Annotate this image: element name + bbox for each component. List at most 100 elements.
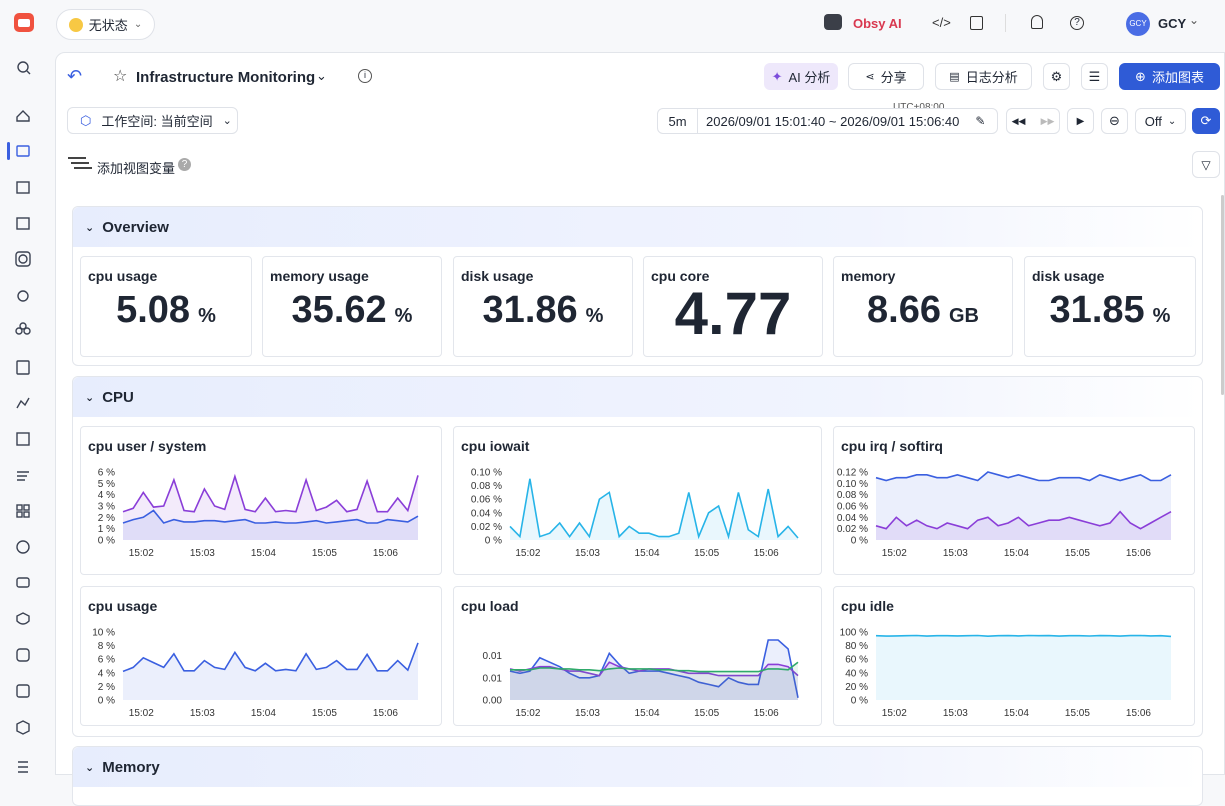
series-line xyxy=(122,473,419,513)
chart: 0 % 20 % 40 % 60 % 80 % 100 % 15:02 15:03 15:04 1… xyxy=(840,628,1172,719)
y-tick-label: 0.08 % xyxy=(837,490,868,501)
x-tick-label: 15:04 xyxy=(251,548,276,559)
section-title: Overview xyxy=(102,218,169,236)
options-button[interactable]: ☰ xyxy=(1081,63,1108,90)
stat-title: cpu usage xyxy=(88,268,158,284)
x-tick-label: 15:05 xyxy=(312,548,337,559)
y-tick-label: 6 % xyxy=(98,468,115,479)
y-tick-label: 2 % xyxy=(98,682,115,693)
y-tick-label: 60 % xyxy=(845,655,868,666)
workspace-select[interactable]: ⬡ 工作空间: 当前空间 ⌄ xyxy=(67,107,238,134)
series-line xyxy=(122,642,419,673)
x-tick-label: 15:03 xyxy=(575,708,600,719)
refresh-select[interactable]: Off ⌄ xyxy=(1135,108,1186,134)
help-icon[interactable]: ? xyxy=(1070,16,1084,30)
section-title: Memory xyxy=(102,758,160,776)
stat-title: memory usage xyxy=(270,268,369,284)
page: 无状态 ⌄ Obsy AI </> ? GCY GCY ⌄ ↶ ☆ Infrast… xyxy=(7,9,1225,806)
series-line xyxy=(875,510,1172,530)
y-tick-label: 0.02 % xyxy=(837,524,868,535)
stat-value: 4.77 xyxy=(644,279,822,348)
memory-section: ⌄ Memory xyxy=(72,746,1203,806)
x-tick-label: 15:02 xyxy=(129,708,154,719)
x-tick-label: 15:06 xyxy=(373,708,398,719)
code-icon[interactable]: </> xyxy=(932,15,951,30)
y-tick-label: 0 % xyxy=(851,696,868,707)
y-tick-label: 8 % xyxy=(98,641,115,652)
step-buttons[interactable]: ◀◀ ▶▶ xyxy=(1006,108,1060,134)
y-tick-label: 0.06 % xyxy=(837,502,868,513)
section-header[interactable]: ⌄ Overview xyxy=(73,207,1202,247)
y-tick-label: 0.00 xyxy=(483,696,503,707)
x-tick-label: 15:02 xyxy=(882,708,907,719)
star-button[interactable]: ☆ xyxy=(113,68,128,85)
chart-title: cpu idle xyxy=(841,598,894,614)
share-button[interactable]: ⋖ 分享 xyxy=(848,63,924,90)
x-tick-label: 15:03 xyxy=(943,548,968,559)
x-tick-label: 15:06 xyxy=(1126,708,1151,719)
y-tick-label: 4 % xyxy=(98,668,115,679)
x-tick-label: 15:02 xyxy=(882,548,907,559)
x-tick-label: 15:06 xyxy=(373,548,398,559)
x-tick-label: 15:04 xyxy=(1004,708,1029,719)
refresh-button[interactable]: ⟳ xyxy=(1192,108,1220,134)
range-button[interactable]: 5m xyxy=(657,108,698,134)
series-line xyxy=(875,634,1172,638)
overview-section: ⌄ Overview xyxy=(72,206,1203,366)
series-line xyxy=(509,478,799,540)
stat-unit: % xyxy=(1152,305,1171,327)
chart-panel: cpu irq / softirq 0 % 0.02 % 0.04 % 0.06 % 0.… xyxy=(833,426,1195,575)
variables-label[interactable]: 添加视图变量 xyxy=(97,161,176,176)
add-chart-button[interactable]: ⊕ 添加图表 xyxy=(1119,63,1220,90)
section-title: CPU xyxy=(102,388,134,406)
stat-panel: cpu usage 5.08% xyxy=(80,256,252,357)
chart-panel: cpu load 0.00 0.01 0.01 15:02 15:03 15:04 15:05… xyxy=(453,586,822,726)
add-user-icon[interactable] xyxy=(1031,15,1043,29)
status-pill[interactable]: 无状态 ⌄ xyxy=(56,9,155,40)
x-tick-label: 15:02 xyxy=(515,708,540,719)
doc-icon[interactable] xyxy=(970,16,983,30)
stat-unit: % xyxy=(394,305,413,327)
stat-value: 31.86% xyxy=(454,289,632,332)
section-header[interactable]: ⌄ CPU xyxy=(73,377,1202,417)
chart-title: cpu user / system xyxy=(88,438,207,454)
ai-analyze-button[interactable]: ✦ AI 分析 xyxy=(764,63,838,90)
series-area xyxy=(510,478,798,540)
section-header[interactable]: ⌄ Memory xyxy=(73,747,1202,787)
series-area xyxy=(876,511,1171,540)
y-tick-label: 100 % xyxy=(840,628,868,639)
user-name[interactable]: GCY xyxy=(1158,16,1187,31)
zoom-out-button[interactable]: ⊖ xyxy=(1101,108,1128,134)
y-tick-label: 0.01 xyxy=(483,673,503,684)
settings-button[interactable]: ⚙ xyxy=(1043,63,1070,90)
chart: 0 % 2 % 4 % 6 % 8 % 10 % 15:02 15:03 15:04 15:05 1… xyxy=(92,628,419,719)
dashboard-title[interactable]: Infrastructure Monitoring xyxy=(136,69,316,86)
sidebar xyxy=(7,13,34,773)
y-tick-label: 0.06 % xyxy=(471,495,502,506)
time-range[interactable]: 2026/09/01 15:01:40 ~ 2026/09/01 15:06:4… xyxy=(697,108,998,134)
y-tick-label: 3 % xyxy=(98,502,115,513)
robot-icon xyxy=(824,14,842,30)
stat-panel: disk usage 31.86% xyxy=(453,256,633,357)
chart-panel: cpu iowait 0 % 0.02 % 0.04 % 0.06 % 0.08 % 0.1… xyxy=(453,426,822,575)
series-line xyxy=(122,509,419,524)
x-tick-label: 15:03 xyxy=(943,708,968,719)
y-tick-label: 0.10 % xyxy=(837,479,868,490)
y-tick-label: 10 % xyxy=(92,628,115,639)
series-area xyxy=(123,475,418,540)
series-line xyxy=(875,471,1172,482)
button-label: 分享 xyxy=(880,70,907,85)
info-icon[interactable]: i xyxy=(358,69,372,83)
chart: 0 %0.02 %0.04 %0.06 %0.08 %0.10 %0.12 % 1… xyxy=(837,468,1172,559)
chart: 0 % 0.02 % 0.04 % 0.06 % 0.08 % 0.10 % 15:02 15… xyxy=(471,468,799,559)
ai-link[interactable]: Obsy AI xyxy=(853,16,902,31)
scrollbar xyxy=(1221,195,1224,395)
play-button[interactable]: ▶ xyxy=(1067,108,1094,134)
x-tick-label: 15:02 xyxy=(129,548,154,559)
button-label: AI 分析 xyxy=(788,70,831,85)
filter-button[interactable]: ▽ xyxy=(1192,151,1220,178)
log-button[interactable]: ▤ 日志分析 xyxy=(935,63,1032,90)
y-tick-label: 80 % xyxy=(845,641,868,652)
back-button[interactable]: ↶ xyxy=(67,66,83,86)
chart-title: cpu irq / softirq xyxy=(841,438,943,454)
